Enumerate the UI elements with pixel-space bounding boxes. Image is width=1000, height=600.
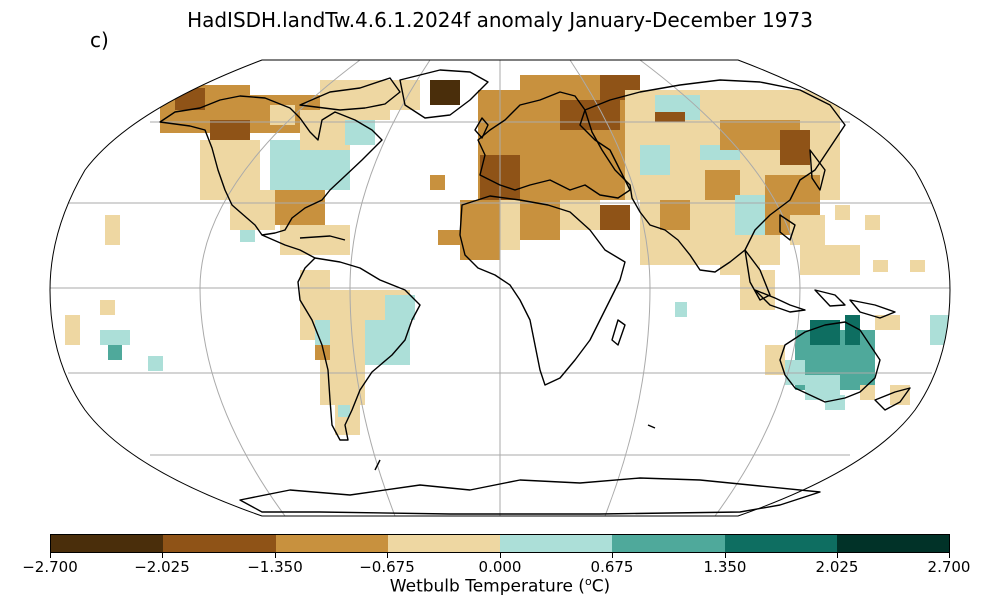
coastlines (159, 69, 911, 515)
graticule (50, 59, 950, 517)
colorbar-tick (387, 553, 388, 558)
colorbar-label: Wetbulb Temperature (oC) (0, 575, 1000, 597)
colorbar-tick-label: 0.675 (590, 558, 634, 576)
colorbar-segment (836, 535, 949, 552)
map-outline (49, 59, 951, 517)
colorbar (50, 534, 950, 553)
panel-label: c) (90, 28, 109, 52)
colorbar-tick-label: 0.000 (478, 558, 522, 576)
colorbar-tick-label: 2.025 (815, 558, 859, 576)
colorbar-segment (275, 535, 388, 552)
colorbar-tick (50, 553, 51, 558)
colorbar-tick-label: −2.700 (22, 558, 78, 576)
colorbar-tick (949, 553, 950, 558)
colorbar-tick-label: −1.350 (247, 558, 303, 576)
colorbar-tick-label: −0.675 (359, 558, 415, 576)
colorbar-segment (612, 535, 725, 552)
map-title: HadISDH.landTw.4.6.1.2024f anomaly Janua… (187, 8, 813, 32)
colorbar-segment (163, 535, 276, 552)
colorbar-segment (500, 535, 613, 552)
colorbar-label-unit: C) (591, 576, 611, 597)
colorbar-tick-label: 1.350 (703, 558, 747, 576)
colorbar-tick-label: 2.700 (927, 558, 971, 576)
colorbar-tick (162, 553, 163, 558)
colorbar-tick (837, 553, 838, 558)
colorbar-tick-label: −2.025 (134, 558, 190, 576)
anomaly-grid-cells (65, 75, 950, 435)
colorbar-tick (612, 553, 613, 558)
colorbar-label-text: Wetbulb Temperature ( (389, 576, 585, 597)
colorbar-tick (275, 553, 276, 558)
colorbar-segment (51, 535, 164, 552)
colorbar-tick (725, 553, 726, 558)
colorbar-label-superscript: o (584, 575, 592, 588)
colorbar-tick (500, 553, 501, 558)
colorbar-segment (387, 535, 500, 552)
colorbar-segment (724, 535, 837, 552)
